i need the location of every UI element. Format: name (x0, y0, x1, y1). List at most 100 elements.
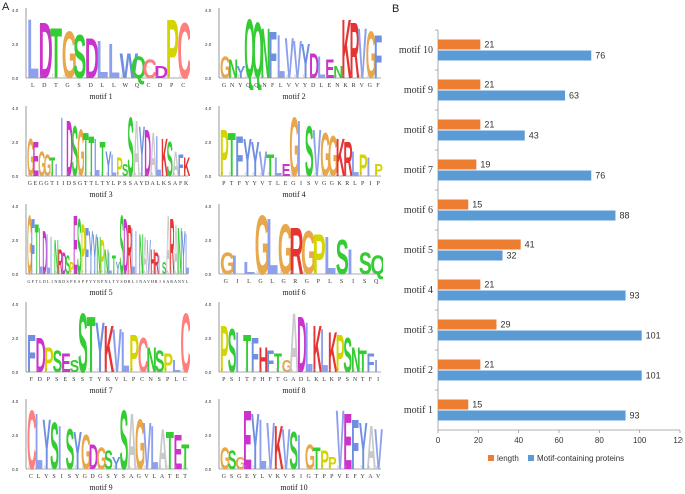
logo-minor-letter: Y (89, 270, 92, 274)
logo-letter: N (96, 228, 101, 286)
logo-minor-letter: G (45, 172, 48, 176)
svg-text:I: I (367, 153, 371, 182)
logo-svg: 4.02.00.0 CCC LLL YYY SSS III SSS YYY GGGDDDGGGS… (12, 397, 190, 481)
logo-minor-letter: Y (113, 465, 116, 469)
logo-minor-letter: P (168, 74, 170, 78)
logo-letter: L (266, 203, 278, 286)
proteins-value-label: 76 (595, 51, 605, 61)
logo-minor-letter: N (178, 270, 181, 274)
svg-text:E: E (282, 161, 291, 180)
svg-text:P: P (116, 153, 122, 182)
logo-letter: K (313, 312, 322, 384)
svg-text:R: R (343, 132, 352, 187)
svg-text:L: L (320, 315, 328, 384)
logo-letter: L (96, 30, 108, 90)
logo-letter: Y (89, 219, 93, 286)
logo-svg: 4.02.00.0 GGG FFF TTT LLL DDD LLL III NNN RRRDDDS… (12, 202, 189, 286)
logo-residue-label: G (281, 279, 286, 285)
logo-letter: Y (116, 258, 120, 278)
logo-letter: T (100, 133, 106, 187)
logo-minor-letter: G (321, 172, 324, 176)
logo-letter: S (120, 397, 129, 481)
motif-logo: 4.0 2.0 0.0 P P P T T T F F F Y Y Y Y Y Y V V V T T T L L L E E E G G G I… (205, 104, 383, 199)
logo-minor-letter: L (318, 74, 320, 78)
logo-residue-label: N (230, 83, 235, 89)
logo-letter: T (228, 119, 236, 188)
logo-letter: S (228, 446, 237, 475)
logo-letter: T (50, 15, 62, 90)
motif-logo: 4.0 2.0 0.0 P P P S S S I I I T T T F F F H H H F F F T T T G G G A A A D… (205, 300, 383, 395)
logo-minor-letter: A (128, 465, 131, 469)
logo-residue-label: T (183, 474, 187, 480)
logo-residue-label: L (276, 181, 280, 187)
svg-text:A: A (143, 228, 148, 286)
logo-residue-label: A (160, 474, 165, 480)
svg-text:T: T (274, 349, 282, 378)
category-label: motif 10 (399, 45, 433, 56)
logo-minor-letter: P (360, 172, 362, 176)
logo-residue-label: L (47, 279, 50, 284)
svg-text:V: V (336, 397, 345, 481)
logo-minor-letter: E (327, 74, 329, 78)
svg-text:S: S (66, 417, 75, 481)
proteins-value-label: 88 (619, 211, 629, 221)
length-value-label: 21 (484, 80, 494, 90)
logo-letter: P (320, 446, 329, 475)
svg-text:S: S (162, 258, 166, 278)
svg-text:D: D (66, 104, 73, 188)
logo-minor-letter: E (283, 172, 285, 176)
logo-residue-label: S (68, 474, 71, 480)
logo-letter: E (343, 398, 352, 481)
svg-text:E: E (325, 55, 334, 84)
logo-residue-label: Y (245, 181, 250, 187)
svg-text:S: S (167, 133, 173, 187)
logo-caption: motif 7 (89, 386, 113, 395)
logo-minor-letter: V (286, 74, 289, 78)
logo-residue-label: G (368, 83, 373, 89)
logo-residue-label: R (293, 279, 297, 285)
logo-residue-label: S (55, 377, 58, 383)
svg-text:S: S (155, 345, 165, 380)
logo-residue-label: P (317, 279, 321, 285)
motif-logo: 4.0 2.0 0.0 G G G E E E G G G G G G T T T I I I I I I D D D S S S G G G T… (12, 104, 190, 199)
logo-minor-letter: R (155, 270, 158, 274)
logo-letter: P (81, 209, 85, 286)
category-label: motif 5 (404, 245, 433, 256)
logo-minor-letter: E (33, 172, 35, 176)
logo-minor-letter: P (131, 368, 133, 372)
logo-minor-letter: H (260, 368, 263, 372)
logo-residue-label: P (222, 181, 226, 187)
logo-minor-letter: L (326, 270, 328, 274)
logo-residue-label: I (238, 377, 240, 383)
svg-text:P: P (69, 258, 73, 278)
logo-letter: S (120, 202, 124, 286)
logo-residue-label: I (136, 279, 138, 284)
logo-minor-letter: S (75, 74, 77, 78)
logo-letter: E (61, 348, 71, 378)
logo-minor-letter: P (321, 465, 323, 469)
logo-letter: G (289, 104, 299, 188)
logo-y-tick: 4.0 (12, 399, 19, 404)
svg-text:K: K (313, 312, 322, 384)
svg-text:L: L (39, 215, 43, 286)
logo-minor-letter: N (148, 368, 151, 372)
svg-text:N: N (333, 63, 343, 82)
logo-minor-letter: L (109, 270, 111, 274)
logo-minor-letter: L (110, 74, 112, 78)
svg-text:I: I (235, 320, 239, 384)
logo-letter: V (313, 116, 322, 188)
logo-residue-label: L (152, 474, 156, 480)
logo-letter: P (163, 348, 173, 378)
logo-minor-letter: G (28, 172, 31, 176)
svg-text:L: L (150, 412, 158, 481)
x-tick-label: 0 (436, 436, 441, 445)
svg-text:S: S (343, 328, 352, 383)
logo-residue-label: C (181, 83, 185, 89)
logo-residue-label: A (174, 279, 178, 284)
logo-minor-letter: L (352, 172, 354, 176)
logo-minor-letter: S (345, 368, 347, 372)
proteins-bar (438, 330, 642, 341)
logo-residue-label: G (224, 279, 229, 285)
proteins-bar (438, 170, 592, 181)
logo-letter: I (347, 243, 352, 283)
